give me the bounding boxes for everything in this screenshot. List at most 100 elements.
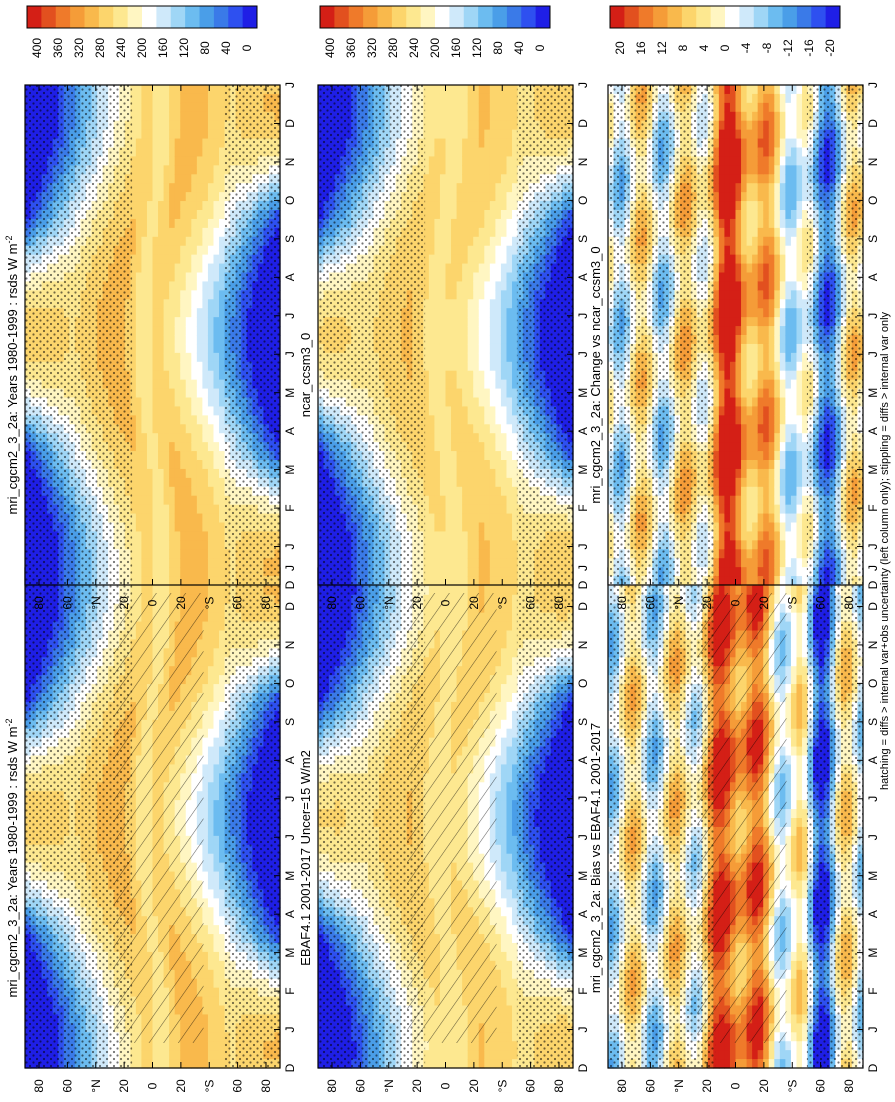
heatmap-cell: [169, 549, 176, 559]
heatmap-cell: [180, 415, 187, 425]
panel-p_model_hatch: 80 60 °N 20 0 20 °S 60 80DJFMAMJJASONDJmri_cgcm2…: [4, 488, 297, 1093]
heatmap-cell: [163, 281, 170, 291]
heatmap-cell: [135, 415, 143, 425]
heatmap-cell: [219, 352, 226, 363]
heatmap-cell: [202, 1032, 209, 1042]
heatmap-cell: [213, 111, 220, 122]
heatmap-cell: [146, 201, 154, 211]
heatmap-cell: [169, 1041, 176, 1051]
heatmap-cell: [146, 272, 154, 283]
heatmap-cell: [163, 370, 170, 381]
heatmap-cell: [213, 442, 220, 452]
heatmap-cell: [169, 513, 176, 524]
heatmap-cell: [219, 317, 226, 327]
heatmap-cell: [163, 85, 170, 95]
heatmap-cell: [130, 138, 137, 149]
heatmap-cell: [185, 165, 192, 175]
heatmap-cell: [207, 558, 215, 568]
heatmap-cell: [202, 451, 209, 461]
heatmap-cell: [146, 218, 154, 229]
heatmap-cell: [213, 236, 220, 247]
month-tick-label: J: [283, 834, 297, 840]
heatmap-cell: [158, 388, 165, 399]
month-tick-label: S: [283, 718, 297, 726]
heatmap-cell: [141, 335, 148, 345]
heatmap-cell: [196, 1059, 203, 1069]
heatmap-cell: [130, 567, 137, 577]
heatmap-cell: [152, 567, 159, 577]
heatmap-cell: [219, 728, 226, 739]
heatmap-cell: [185, 495, 192, 506]
heatmap-cell: [163, 147, 170, 158]
heatmap-cell: [141, 1050, 148, 1060]
heatmap-cell: [180, 120, 187, 131]
heatmap-cell: [219, 361, 226, 372]
heatmap-cell: [180, 245, 187, 256]
heatmap-cell: [219, 129, 226, 140]
heatmap-cell: [207, 934, 215, 944]
heatmap-cell: [213, 326, 220, 336]
heatmap-cell: [213, 960, 220, 971]
heatmap-cell: [163, 245, 170, 256]
heatmap-cell: [163, 585, 170, 596]
heatmap-cell: [158, 513, 165, 524]
heatmap-cell: [219, 227, 226, 238]
heatmap-cell: [219, 147, 226, 158]
heatmap-cell: [135, 442, 143, 452]
heatmap-cell: [219, 800, 226, 810]
heatmap-cell: [163, 531, 170, 541]
heatmap-cell: [219, 156, 226, 166]
heatmap-cell: [135, 245, 143, 256]
heatmap-cell: [158, 281, 165, 291]
heatmap-cell: [219, 477, 226, 488]
heatmap-cell: [169, 147, 176, 158]
heatmap-cell: [130, 415, 137, 425]
heatmap-cell: [219, 192, 226, 202]
heatmap-cell: [180, 281, 187, 291]
heatmap-cell: [185, 549, 192, 559]
heatmap-cell: [152, 361, 159, 372]
heatmap-cell: [169, 460, 176, 470]
heatmap-cell: [213, 719, 220, 730]
heatmap-cell: [158, 585, 165, 596]
heatmap-cell: [207, 576, 215, 586]
heatmap-cell: [213, 925, 220, 935]
heatmap-cell: [213, 1032, 220, 1042]
heatmap-cell: [207, 710, 215, 721]
heatmap-cell: [207, 567, 215, 577]
heatmap-cell: [174, 1050, 181, 1060]
heatmap-cell: [158, 85, 165, 95]
heatmap-cell: [213, 531, 220, 541]
heatmap-cell: [196, 192, 203, 202]
heatmap-cell: [202, 907, 209, 917]
heatmap-cell: [191, 495, 198, 506]
heatmap-cell: [163, 343, 170, 354]
heatmap-cell: [202, 201, 209, 211]
heatmap-cell: [202, 871, 209, 882]
heatmap-cell: [207, 907, 215, 917]
heatmap-cell: [180, 397, 187, 408]
heatmap-cell: [207, 138, 215, 149]
heatmap-cell: [135, 460, 143, 470]
heatmap-cell: [202, 782, 209, 792]
heatmap-cell: [219, 880, 226, 891]
heatmap-cell: [202, 1050, 209, 1060]
heatmap-cell: [196, 442, 203, 452]
heatmap-cell: [202, 710, 209, 721]
heatmap-cell: [207, 343, 215, 354]
heatmap-cell: [174, 263, 181, 274]
heatmap-cell: [152, 245, 159, 256]
heatmap-cell: [174, 326, 181, 336]
heatmap-cell: [202, 93, 209, 104]
heatmap-cell: [219, 809, 226, 819]
heatmap-cell: [191, 138, 198, 149]
heatmap-cell: [180, 460, 187, 470]
heatmap-cell: [185, 138, 192, 149]
heatmap-cell: [219, 853, 226, 864]
heatmap-cell: [202, 1059, 209, 1069]
heatmap-cell: [219, 85, 226, 95]
heatmap-cell: [219, 388, 226, 399]
heatmap-cell: [169, 522, 176, 533]
heatmap-cell: [146, 343, 154, 354]
heatmap-cell: [169, 245, 176, 256]
